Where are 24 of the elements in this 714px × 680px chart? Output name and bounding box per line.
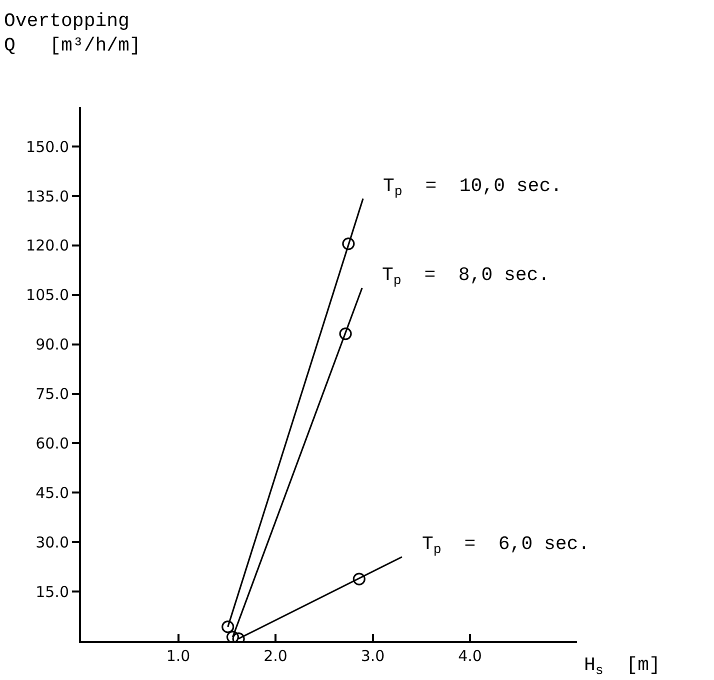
y-tick-label: 45.0 bbox=[36, 484, 69, 502]
x-tick-label: 2.0 bbox=[264, 647, 288, 665]
y-tick-label: 90.0 bbox=[36, 336, 69, 354]
y-tick-label: 150.0 bbox=[26, 138, 69, 156]
point bbox=[342, 238, 355, 250]
y-tick-label: 15.0 bbox=[36, 582, 69, 601]
point bbox=[352, 572, 366, 586]
y-tick-label: 75.0 bbox=[36, 385, 69, 404]
y-axis-title: Overtopping Q [m³/h/m] bbox=[4, 10, 141, 57]
text: T$_{p}$ = 8,0 sec. bbox=[382, 264, 550, 288]
point bbox=[222, 620, 234, 634]
x-tick-label: 1.0 bbox=[166, 647, 190, 665]
x-tick-label: 3.0 bbox=[360, 647, 385, 665]
text: H$_{s}$ [m] bbox=[584, 654, 660, 678]
y-tick-label: 60.0 bbox=[36, 434, 69, 452]
text: T$_{p}$ = 10,0 sec. bbox=[383, 175, 562, 199]
point bbox=[339, 327, 352, 340]
x-tick-label: 4.0 bbox=[458, 647, 482, 665]
point bbox=[226, 630, 240, 641]
y-tick-label: 120.0 bbox=[26, 236, 69, 255]
y-tick-label: 30.0 bbox=[36, 533, 69, 552]
y-tick-label: 135.0 bbox=[26, 187, 69, 206]
y-tick-label: 105.0 bbox=[26, 286, 69, 304]
text: T$_{p}$ = 6,0 sec. bbox=[422, 533, 590, 557]
